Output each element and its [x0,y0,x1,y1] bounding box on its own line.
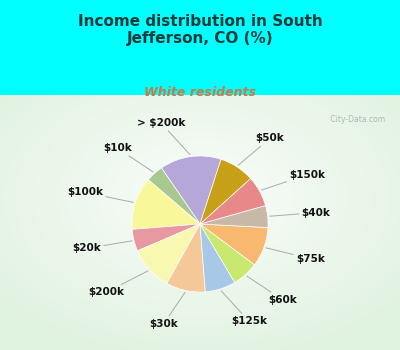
Text: > $200k: > $200k [137,118,190,155]
Wedge shape [138,224,200,284]
Text: $50k: $50k [238,133,284,165]
Wedge shape [200,224,268,265]
Text: White residents: White residents [144,86,256,99]
Wedge shape [132,180,200,229]
Wedge shape [162,156,221,224]
Text: $20k: $20k [72,241,132,253]
Text: Income distribution in South
Jefferson, CO (%): Income distribution in South Jefferson, … [78,14,322,47]
Text: $150k: $150k [261,170,325,190]
Wedge shape [148,168,200,224]
Wedge shape [200,159,250,224]
Text: $75k: $75k [266,248,325,264]
Text: City-Data.com: City-Data.com [328,115,385,124]
Text: $125k: $125k [221,291,267,326]
Wedge shape [200,224,235,292]
Text: $200k: $200k [88,271,148,297]
Wedge shape [167,224,205,292]
Wedge shape [200,205,268,228]
Wedge shape [132,224,200,251]
Wedge shape [200,178,266,224]
Text: $100k: $100k [67,188,133,202]
Text: $40k: $40k [270,208,330,218]
Text: $60k: $60k [247,276,297,305]
Wedge shape [200,224,254,282]
Text: $30k: $30k [149,293,185,329]
Text: $10k: $10k [103,143,153,172]
